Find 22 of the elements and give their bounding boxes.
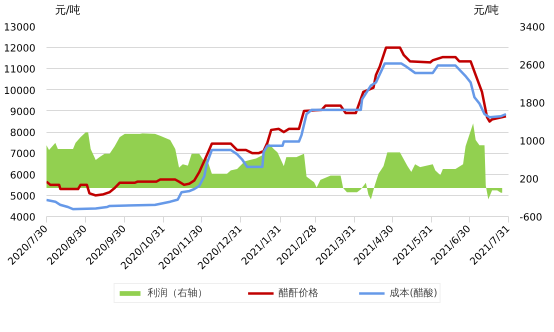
y2-tick-label: 200	[520, 174, 539, 186]
legend-label: 成本(醋酸)	[390, 286, 438, 300]
y-tick-label: 5000	[10, 191, 36, 202]
y-tick-label: 7000	[10, 149, 36, 160]
y-tick-label: 6000	[10, 170, 36, 182]
y2-tick-label: 1800	[520, 98, 545, 110]
y-tick-label: 4000	[10, 212, 36, 224]
y-axis-title: 元/吨	[54, 4, 81, 16]
y-tick-label: 11000	[4, 64, 36, 76]
y-tick-label: 12000	[4, 44, 36, 55]
y2-axis-title: 元/吨	[473, 4, 500, 16]
legend-label: 醋酐价格	[278, 286, 319, 300]
y2-tick-label: -600	[520, 212, 542, 224]
y2-tick-label: 1000	[520, 136, 545, 148]
y-tick-label: 10000	[4, 86, 36, 97]
line-series	[46, 62, 508, 210]
y-tick-label: 13000	[4, 22, 36, 34]
y2-tick-label: 2600	[520, 60, 545, 72]
y2-tick-label: 3400	[520, 22, 545, 34]
legend-label: 利润（右轴）	[148, 286, 208, 300]
y-tick-label: 9000	[10, 106, 36, 118]
y-tick-label: 8000	[10, 128, 36, 140]
